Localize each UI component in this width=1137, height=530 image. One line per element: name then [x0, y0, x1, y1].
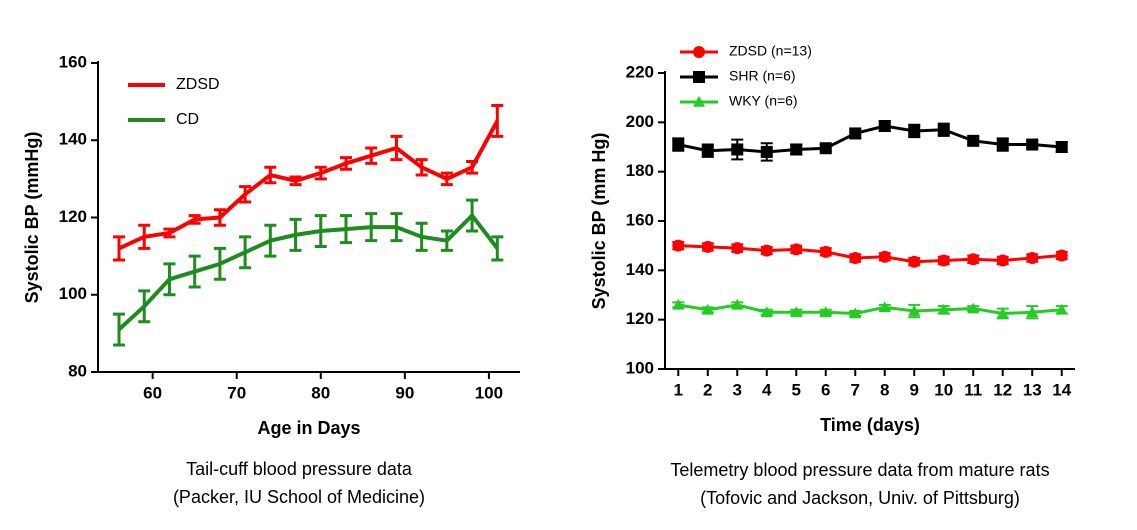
marker	[731, 298, 744, 310]
x-tick-label: 14	[1052, 380, 1071, 399]
marker	[849, 252, 862, 264]
x-tick-label: 7	[851, 380, 860, 399]
marker	[908, 305, 921, 316]
y-axis-label: Systolic BP (mm Hg)	[589, 133, 609, 310]
y-axis-label: Systolic BP (mmHg)	[22, 132, 42, 304]
x-axis-label: Age in Days	[257, 418, 360, 438]
marker	[672, 239, 685, 252]
x-tick-label: 10	[934, 380, 953, 399]
x-tick-label: 1	[674, 380, 683, 399]
marker	[878, 120, 891, 133]
y-tick-label: 100	[626, 358, 654, 377]
y-tick-label: 180	[626, 161, 654, 180]
series-line	[118, 119, 500, 251]
legend-marker	[693, 46, 705, 58]
y-tick-label: 160	[59, 52, 87, 71]
caption: Tail-cuff blood pressure data	[186, 459, 413, 479]
marker	[908, 124, 921, 137]
series-line	[678, 303, 1062, 316]
series-line	[117, 212, 499, 331]
marker	[790, 243, 803, 256]
marker	[1055, 141, 1068, 153]
marker	[878, 250, 891, 263]
y-tick-label: 140	[59, 130, 87, 149]
marker	[731, 143, 744, 156]
x-tick-label: 60	[143, 383, 162, 402]
marker	[1026, 138, 1039, 151]
marker	[760, 244, 773, 257]
x-tick-label: 3	[733, 380, 742, 399]
marker	[996, 138, 1009, 151]
marker	[819, 245, 832, 258]
x-tick-label: 90	[395, 383, 414, 402]
caption: (Packer, IU School of Medicine)	[173, 487, 425, 507]
legend-label: ZDSD	[176, 76, 220, 93]
marker	[849, 307, 862, 319]
y-tick-label: 140	[626, 260, 654, 279]
marker	[701, 303, 714, 315]
y-tick-label: 120	[59, 207, 87, 226]
x-tick-label: 8	[880, 380, 889, 399]
caption: Telemetry blood pressure data from matur…	[670, 460, 1049, 480]
x-tick-label: 70	[227, 383, 246, 402]
x-axis-label: Time (days)	[820, 415, 920, 435]
legend-label: SHR (n=6)	[729, 68, 796, 84]
marker	[996, 307, 1009, 319]
y-tick-label: 100	[59, 284, 87, 303]
x-tick-label: 13	[1023, 380, 1042, 399]
marker	[1055, 249, 1068, 262]
y-tick-label: 200	[626, 112, 654, 131]
caption: (Tofovic and Jackson, Univ. of Pittsburg…	[700, 488, 1020, 508]
marker	[1026, 252, 1039, 264]
marker	[701, 144, 714, 157]
marker	[1026, 306, 1039, 318]
x-tick-label: 4	[762, 380, 772, 399]
marker	[731, 242, 744, 255]
x-tick-label: 80	[311, 383, 330, 402]
marker	[672, 138, 685, 151]
marker	[790, 306, 803, 318]
legend-label: ZDSD (n=13)	[729, 43, 812, 59]
marker	[819, 142, 832, 155]
marker	[819, 306, 832, 318]
legend-marker	[693, 96, 705, 107]
marker	[937, 303, 950, 315]
x-tick-label: 100	[475, 383, 503, 402]
x-tick-label: 11	[964, 380, 982, 399]
marker	[937, 123, 950, 136]
marker	[849, 127, 862, 140]
marker	[701, 240, 714, 253]
legend-marker	[693, 71, 705, 83]
x-tick-label: 5	[792, 380, 801, 399]
marker	[908, 255, 921, 268]
marker	[967, 302, 980, 314]
marker	[937, 254, 950, 267]
x-tick-label: 9	[910, 380, 919, 399]
chart: 80 100 120 140 160 60 70 80 90 100 Age in Days Syst…	[22, 52, 520, 507]
x-tick-label: 6	[821, 380, 830, 399]
legend-label: CD	[176, 111, 199, 128]
y-tick-label: 80	[68, 361, 87, 380]
error-bar	[491, 103, 504, 138]
marker	[1055, 303, 1068, 315]
x-tick-label: 2	[703, 380, 712, 399]
y-tick-label: 220	[626, 62, 654, 81]
marker	[996, 254, 1009, 267]
marker	[878, 301, 891, 313]
error-bar	[491, 235, 504, 262]
legend-label: WKY (n=6)	[729, 93, 798, 109]
marker	[790, 143, 803, 156]
x-tick-label: 12	[993, 380, 1012, 399]
marker	[672, 298, 685, 310]
y-tick-label: 160	[626, 210, 654, 229]
marker	[760, 145, 773, 158]
marker	[760, 306, 773, 318]
y-tick-label: 120	[626, 309, 654, 328]
marker	[967, 134, 980, 147]
marker	[967, 253, 980, 266]
